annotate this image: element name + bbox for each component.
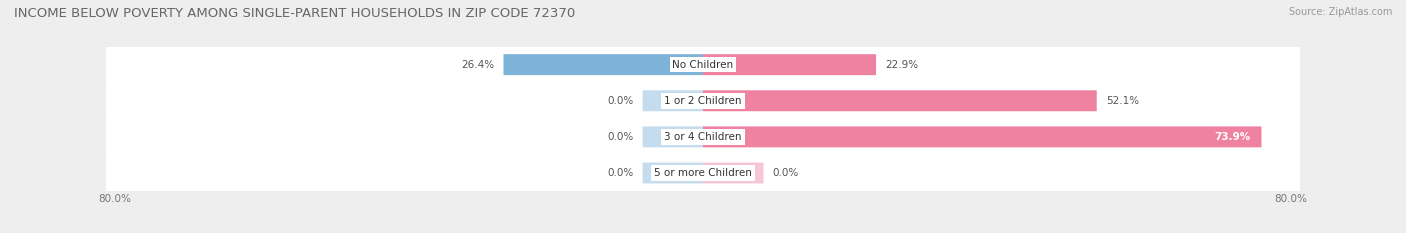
Text: 0.0%: 0.0% xyxy=(772,168,799,178)
Text: 0.0%: 0.0% xyxy=(607,168,634,178)
FancyBboxPatch shape xyxy=(105,34,1301,95)
Text: 1 or 2 Children: 1 or 2 Children xyxy=(664,96,742,106)
FancyBboxPatch shape xyxy=(703,163,763,183)
Text: 0.0%: 0.0% xyxy=(607,96,634,106)
FancyBboxPatch shape xyxy=(703,54,876,75)
Text: 0.0%: 0.0% xyxy=(607,132,634,142)
FancyBboxPatch shape xyxy=(703,90,1097,111)
Text: 3 or 4 Children: 3 or 4 Children xyxy=(664,132,742,142)
FancyBboxPatch shape xyxy=(703,127,1261,147)
Text: 22.9%: 22.9% xyxy=(886,60,918,70)
Text: 80.0%: 80.0% xyxy=(98,194,131,204)
Text: 52.1%: 52.1% xyxy=(1105,96,1139,106)
FancyBboxPatch shape xyxy=(643,163,703,183)
Text: 80.0%: 80.0% xyxy=(1275,194,1308,204)
Text: INCOME BELOW POVERTY AMONG SINGLE-PARENT HOUSEHOLDS IN ZIP CODE 72370: INCOME BELOW POVERTY AMONG SINGLE-PARENT… xyxy=(14,7,575,20)
Text: 26.4%: 26.4% xyxy=(461,60,495,70)
FancyBboxPatch shape xyxy=(643,127,703,147)
FancyBboxPatch shape xyxy=(105,106,1301,168)
Text: No Children: No Children xyxy=(672,60,734,70)
FancyBboxPatch shape xyxy=(105,70,1301,131)
FancyBboxPatch shape xyxy=(503,54,703,75)
FancyBboxPatch shape xyxy=(105,142,1301,204)
Text: Source: ZipAtlas.com: Source: ZipAtlas.com xyxy=(1288,7,1392,17)
FancyBboxPatch shape xyxy=(643,90,703,111)
Text: 5 or more Children: 5 or more Children xyxy=(654,168,752,178)
Text: 73.9%: 73.9% xyxy=(1213,132,1250,142)
